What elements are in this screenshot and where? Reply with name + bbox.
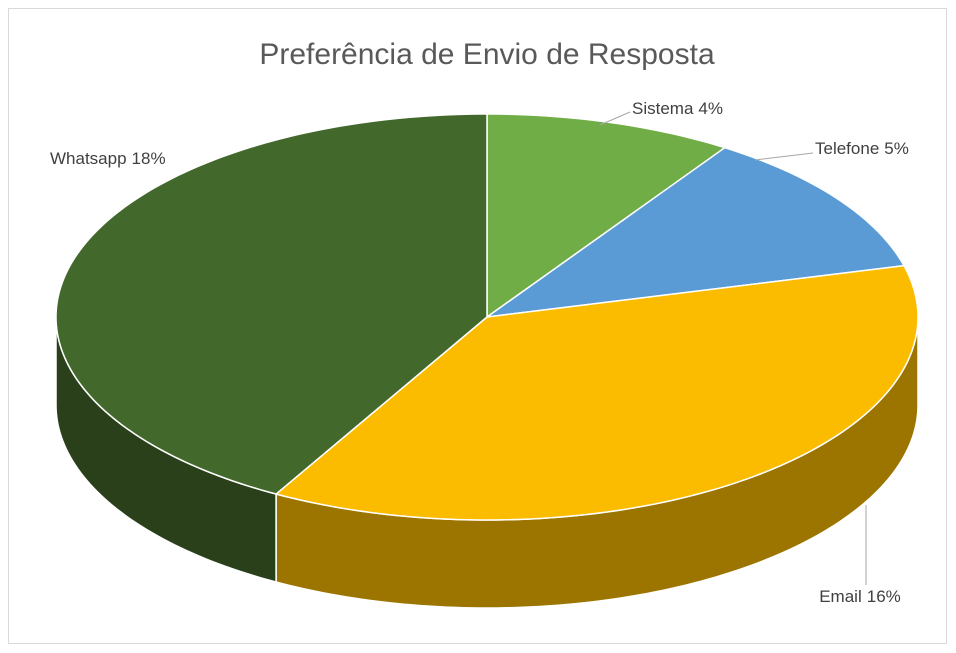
value-label: 16% — [867, 587, 901, 606]
category-label: Telefone — [815, 139, 879, 158]
leader-line — [599, 111, 631, 126]
data-label: Sistema 4% — [632, 99, 723, 118]
data-label: Email 16% — [819, 587, 901, 606]
slice — [486, 146, 906, 318]
leader-line — [754, 152, 814, 161]
slice — [486, 113, 727, 319]
data-label: Whatsapp 18% — [50, 149, 166, 168]
value-label: 18% — [132, 149, 166, 168]
data-label: Telefone 5% — [815, 139, 909, 158]
category-label: Sistema — [632, 99, 694, 118]
value-label: 4% — [698, 99, 723, 118]
category-label: Whatsapp — [50, 149, 127, 168]
slice — [55, 113, 488, 495]
category-label: Email — [819, 587, 862, 606]
value-label: 5% — [884, 139, 909, 158]
chart-title: Preferência de Envio de Resposta — [259, 38, 715, 71]
slice — [274, 264, 919, 521]
